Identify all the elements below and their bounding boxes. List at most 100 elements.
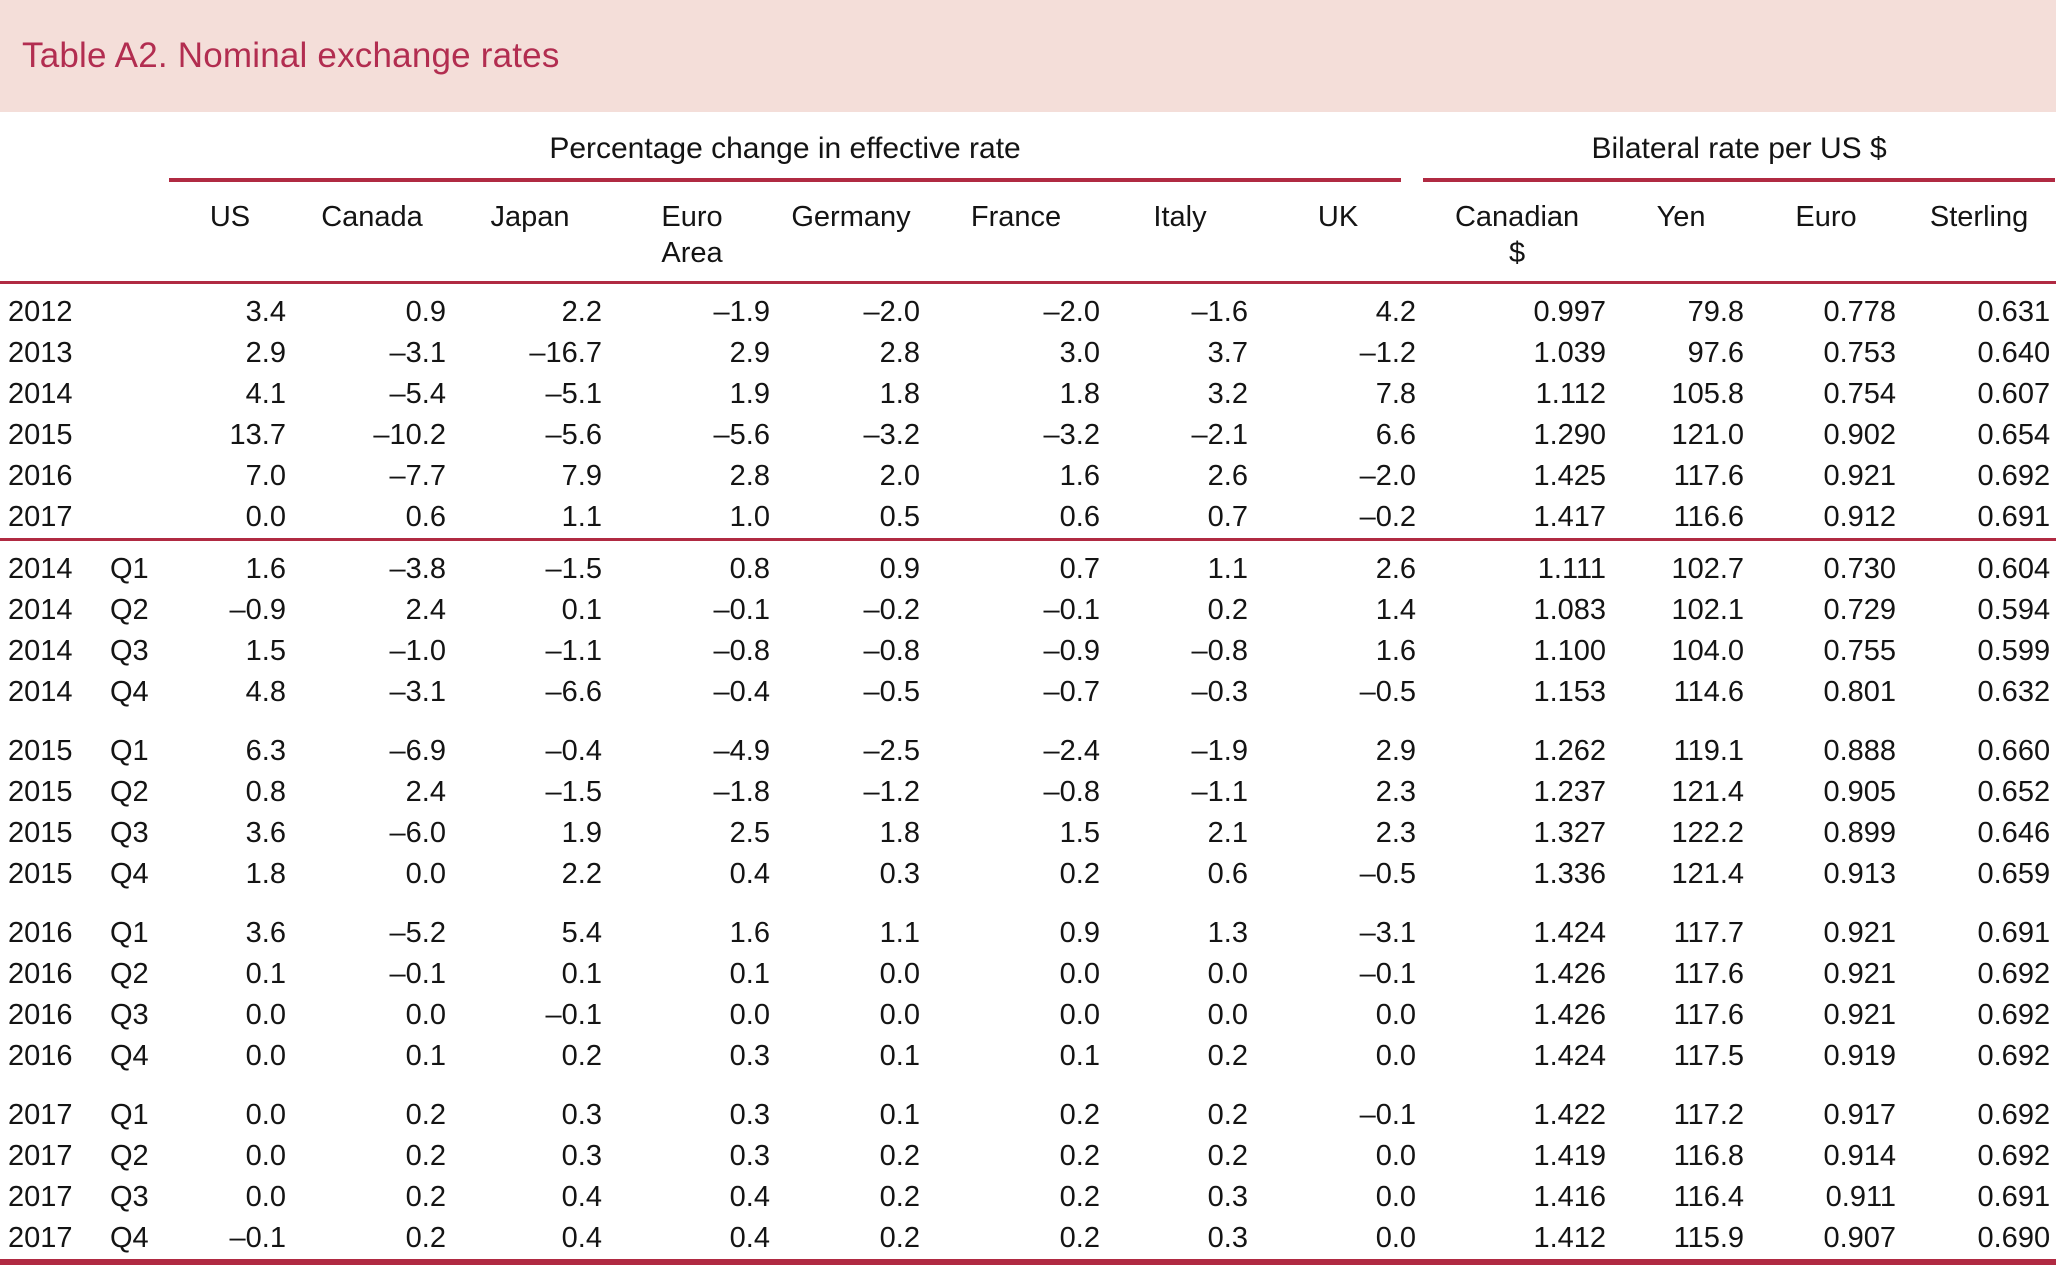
value-cell: –0.5: [1359, 676, 1417, 708]
value-cell: 0.646: [1977, 817, 2051, 849]
value-cell: –1.2: [1359, 337, 1417, 369]
value-cell: 1.327: [1533, 817, 1607, 849]
stub-cell: [0, 183, 168, 283]
year-label: 2013: [8, 337, 73, 369]
value-cell: 3.7: [1207, 337, 1248, 369]
value-cell: 0.921: [1823, 958, 1897, 990]
value-cell: 97.6: [1687, 337, 1745, 369]
table-row: 2015 Q2 0.8 2.4 –1.5 –1.8 –1.2 –0.8 –1.1 2.3 1.237…: [0, 772, 2056, 813]
value-cell: 0.691: [1977, 501, 2051, 533]
value-cell: –10.2: [373, 419, 446, 451]
value-cell: –2.5: [863, 735, 920, 767]
value-cell: 2.4: [405, 776, 446, 808]
value-cell: 0.7: [1207, 501, 1248, 533]
value-cell: –1.9: [1191, 735, 1248, 767]
value-cell: –3.1: [389, 676, 446, 708]
value-cell: 0.4: [729, 1181, 770, 1213]
table-title: Table A2. Nominal exchange rates: [22, 36, 560, 75]
value-cell: 1.416: [1533, 1181, 1607, 1213]
column-header: US: [209, 201, 251, 233]
value-cell: 7.0: [245, 460, 286, 492]
value-cell: 117.2: [1673, 1099, 1745, 1131]
value-cell: 0.607: [1977, 378, 2051, 410]
value-cell: 2.4: [405, 594, 446, 626]
quarter-label: Q3: [110, 817, 149, 849]
value-cell: 2.8: [729, 460, 770, 492]
value-cell: 0.2: [1207, 1140, 1248, 1172]
value-cell: –5.4: [389, 378, 446, 410]
value-cell: –0.3: [1191, 676, 1248, 708]
quarter-label: Q1: [110, 917, 149, 949]
row-label-cell: 2015 Q2: [0, 772, 168, 813]
value-cell: 0.1: [405, 1040, 446, 1072]
value-cell: 3.4: [168, 281, 292, 333]
value-cell: 1.8: [1059, 378, 1100, 410]
value-cell: –0.9: [1043, 635, 1100, 667]
quarter-label: Q2: [110, 594, 149, 626]
value-cell: 116.6: [1673, 501, 1745, 533]
quarter-label: Q2: [110, 1140, 149, 1172]
value-cell: 2.2: [452, 281, 608, 333]
year-label: 2014: [8, 378, 73, 410]
value-cell: 0.2: [1059, 858, 1100, 890]
value-cell: 121.4: [1671, 776, 1745, 808]
value-cell: 0.0: [879, 958, 920, 990]
value-cell: 0.3: [1207, 1181, 1248, 1213]
value-cell: 3.0: [1059, 337, 1100, 369]
value-cell: 0.692: [1977, 1099, 2051, 1131]
value-cell: 117.5: [1673, 1040, 1745, 1072]
table-row: 2016 Q4 0.0 0.1 0.2 0.3 0.1 0.1 0.2 0.0 1.424 117.5…: [0, 1036, 2056, 1077]
value-cell: 1.9: [729, 378, 770, 410]
value-cell: –0.5: [863, 676, 920, 708]
value-cell: 0.2: [405, 1222, 446, 1254]
value-cell: 1.6: [168, 538, 292, 590]
section-quarters-2014: 2014 Q1 1.6 –3.8 –1.5 0.8 0.9 0.7 1.1 2.6 1.111 102…: [0, 538, 2056, 714]
value-cell: 0.801: [1823, 676, 1897, 708]
value-cell: 0.0: [245, 501, 286, 533]
value-cell: 0.2: [405, 1140, 446, 1172]
value-cell: 0.729: [1823, 594, 1897, 626]
value-cell: 0.914: [1823, 1140, 1897, 1172]
value-cell: 0.997: [1422, 281, 1613, 333]
value-cell: 0.0: [729, 999, 770, 1031]
group-header-effective-rate: Percentage change in effective rate: [168, 112, 1422, 183]
value-cell: 0.3: [729, 1099, 770, 1131]
year-label: 2017: [8, 1181, 73, 1213]
table-row: 2017 Q2 0.0 0.2 0.3 0.3 0.2 0.2 0.2 0.0 1.419 116.8…: [0, 1136, 2056, 1177]
year-label: 2016: [8, 1040, 73, 1072]
quarter-label: Q4: [110, 1040, 149, 1072]
group-header-row: Percentage change in effective rate Bila…: [0, 112, 2056, 183]
row-label-cell: 2017 Q1: [0, 1077, 168, 1136]
year-label: 2014: [8, 594, 73, 626]
value-cell: 4.1: [245, 378, 286, 410]
table-row: 2014 Q4 4.8 –3.1 –6.6 –0.4 –0.5 –0.7 –0.3 –0.5 1.1…: [0, 672, 2056, 713]
row-label-cell: 2015 Q1: [0, 713, 168, 772]
section-quarters-2015: 2015 Q1 6.3 –6.9 –0.4 –4.9 –2.5 –2.4 –1.9 2.9 1.26…: [0, 713, 2056, 895]
table-row: 2013 2.9 –3.1 –16.7 2.9 2.8 3.0 3.7 –1.2 1.039 97.…: [0, 333, 2056, 374]
value-cell: 0.599: [1977, 635, 2051, 667]
value-cell: 1.112: [1535, 378, 1607, 410]
value-cell: –1.8: [713, 776, 770, 808]
value-cell: 0.0: [1375, 1222, 1417, 1254]
value-cell: –3.1: [389, 337, 446, 369]
value-cell: 1.9: [561, 817, 602, 849]
group-header-effective-rate-label: Percentage change in effective rate: [169, 132, 1402, 182]
year-label: 2014: [8, 635, 73, 667]
value-cell: –0.1: [229, 1222, 286, 1254]
value-cell: 0.2: [561, 1040, 602, 1072]
value-cell: 13.7: [229, 419, 286, 451]
value-cell: 0.660: [1977, 735, 2051, 767]
value-cell: –0.2: [1359, 501, 1417, 533]
value-cell: 117.6: [1673, 958, 1745, 990]
quarter-label: Q2: [110, 776, 149, 808]
value-cell: 5.4: [561, 917, 602, 949]
row-label-cell: 2012: [0, 281, 168, 333]
value-cell: –2.0: [776, 281, 926, 333]
value-cell: 114.6: [1673, 676, 1745, 708]
value-cell: 1.262: [1533, 735, 1607, 767]
quarter-label: Q4: [110, 676, 149, 708]
value-cell: 0.2: [879, 1222, 920, 1254]
value-cell: 0.919: [1823, 1040, 1897, 1072]
row-label-cell: 2014 Q4: [0, 672, 168, 713]
value-cell: 0.654: [1977, 419, 2051, 451]
